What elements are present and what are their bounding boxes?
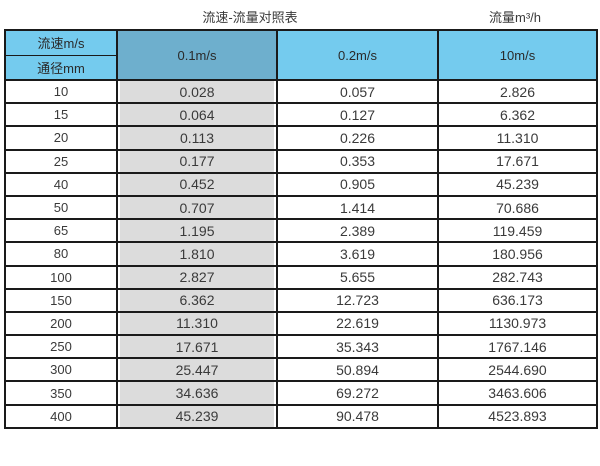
table-row: 200 11.310 22.619 1130.973 [4, 310, 598, 337]
flow-value-cell: 35.343 [276, 334, 439, 360]
flow-value-cell: 636.173 [437, 287, 598, 313]
flow-value-cell: 17.671 [116, 334, 278, 360]
flow-value-cell: 1767.146 [437, 334, 598, 360]
flow-value-cell: 2.827 [116, 264, 278, 290]
flow-value-cell: 0.057 [276, 78, 439, 105]
flow-value-cell: 119.459 [437, 218, 598, 244]
flow-value-cell: 70.686 [437, 194, 598, 221]
flow-value-cell: 90.478 [276, 403, 439, 429]
flow-value-cell: 11.310 [116, 310, 278, 337]
diameter-cell: 20 [4, 125, 118, 151]
flow-value-cell: 0.177 [116, 148, 278, 174]
flow-value-cell: 3463.606 [437, 380, 598, 406]
table-body: 10 0.028 0.057 2.826 15 0.064 0.127 6.36… [4, 78, 598, 429]
flow-value-cell: 0.905 [276, 171, 439, 197]
diameter-cell: 400 [4, 403, 118, 429]
title-bar: 流速-流量对照表 流量m³/h [0, 0, 600, 29]
diameter-cell: 350 [4, 380, 118, 406]
diameter-cell: 15 [4, 102, 118, 128]
table-row: 250 17.671 35.343 1767.146 [4, 334, 598, 360]
flow-value-cell: 45.239 [116, 403, 278, 429]
flow-value-cell: 0.353 [276, 148, 439, 174]
flow-value-cell: 2544.690 [437, 357, 598, 383]
table-header: 流速m/s 0.1m/s 0.2m/s 10m/s 通径mm [4, 29, 598, 81]
table-row: 400 45.239 90.478 4523.893 [4, 403, 598, 429]
column-header-velocity-10: 10m/s [437, 29, 598, 81]
flow-value-cell: 45.239 [437, 171, 598, 197]
flow-value-cell: 17.671 [437, 148, 598, 174]
flow-value-cell: 0.226 [276, 125, 439, 151]
column-header-velocity-0-1: 0.1m/s [116, 29, 278, 81]
page-title: 流速-流量对照表 [202, 10, 298, 25]
flow-value-cell: 282.743 [437, 264, 598, 290]
table-row: 15 0.064 0.127 6.362 [4, 102, 598, 128]
flow-value-cell: 2.826 [437, 78, 598, 105]
diameter-cell: 150 [4, 287, 118, 313]
flow-value-cell: 11.310 [437, 125, 598, 151]
diameter-cell: 100 [4, 264, 118, 290]
table-row: 80 1.810 3.619 180.956 [4, 241, 598, 267]
flow-value-cell: 6.362 [437, 102, 598, 128]
diameter-cell: 80 [4, 241, 118, 267]
flow-value-cell: 1.195 [116, 218, 278, 244]
flow-value-cell: 5.655 [276, 264, 439, 290]
diameter-cell: 40 [4, 171, 118, 197]
flow-value-cell: 25.447 [116, 357, 278, 383]
corner-diameter-label: 通径mm [4, 54, 118, 81]
table-row: 20 0.113 0.226 11.310 [4, 125, 598, 151]
header-row-bottom: 通径mm [4, 54, 597, 81]
flow-value-cell: 0.127 [276, 102, 439, 128]
flow-value-cell: 0.028 [116, 78, 278, 105]
table-row: 40 0.452 0.905 45.239 [4, 171, 598, 197]
diameter-cell: 200 [4, 310, 118, 337]
column-header-velocity-0-2: 0.2m/s [276, 29, 439, 81]
velocity-flow-table: 流速m/s 0.1m/s 0.2m/s 10m/s 通径mm 10 0.028 … [4, 29, 598, 429]
diameter-cell: 50 [4, 194, 118, 221]
flow-value-cell: 1130.973 [437, 310, 598, 337]
flow-value-cell: 0.113 [116, 125, 278, 151]
flow-value-cell: 1.810 [116, 241, 278, 267]
table-row: 350 34.636 69.272 3463.606 [4, 380, 598, 406]
table-row: 50 0.707 1.414 70.686 [4, 194, 598, 221]
flow-value-cell: 0.064 [116, 102, 278, 128]
flow-value-cell: 4523.893 [437, 403, 598, 429]
corner-velocity-label: 流速m/s [4, 29, 118, 56]
flow-value-cell: 22.619 [276, 310, 439, 337]
flow-value-cell: 50.894 [276, 357, 439, 383]
flow-value-cell: 0.452 [116, 171, 278, 197]
flow-value-cell: 180.956 [437, 241, 598, 267]
table-row: 150 6.362 12.723 636.173 [4, 287, 598, 313]
flow-value-cell: 69.272 [276, 380, 439, 406]
table-row: 100 2.827 5.655 282.743 [4, 264, 598, 290]
diameter-cell: 10 [4, 78, 118, 105]
table-row: 300 25.447 50.894 2544.690 [4, 357, 598, 383]
flow-value-cell: 12.723 [276, 287, 439, 313]
flow-unit-label: 流量m³/h [488, 10, 542, 25]
flow-value-cell: 0.707 [116, 194, 278, 221]
table-row: 25 0.177 0.353 17.671 [4, 148, 598, 174]
flow-value-cell: 6.362 [116, 287, 278, 313]
header-row-top: 流速m/s 0.1m/s 0.2m/s 10m/s [4, 29, 598, 81]
flow-value-cell: 2.389 [276, 218, 439, 244]
table-row: 65 1.195 2.389 119.459 [4, 218, 598, 244]
diameter-cell: 25 [4, 148, 118, 174]
diameter-cell: 300 [4, 357, 118, 383]
table-row: 10 0.028 0.057 2.826 [4, 78, 598, 105]
diameter-cell: 250 [4, 334, 118, 360]
flow-value-cell: 34.636 [116, 380, 278, 406]
flow-value-cell: 1.414 [276, 194, 439, 221]
flow-value-cell: 3.619 [276, 241, 439, 267]
diameter-cell: 65 [4, 218, 118, 244]
